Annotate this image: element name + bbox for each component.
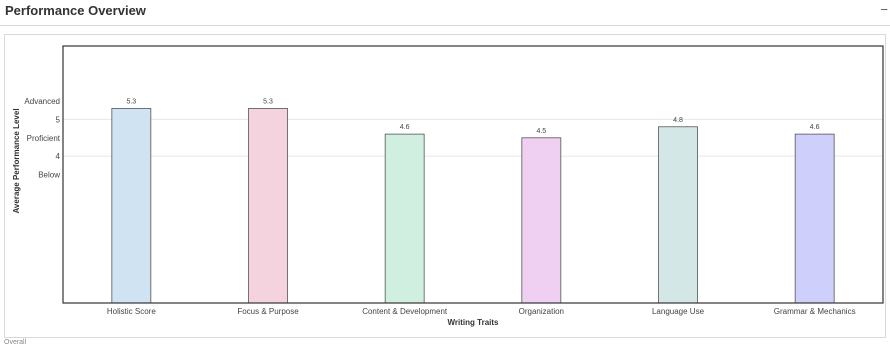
plot-frame — [62, 45, 884, 304]
bar-0 — [111, 108, 152, 304]
y-tick-label-3: 4 — [56, 152, 61, 161]
bar-3 — [521, 137, 562, 304]
y-tick-label-0: Advanced — [24, 97, 60, 106]
x-tick-label-0: Holistic Score — [107, 307, 156, 316]
bar-5 — [794, 133, 835, 304]
collapse-icon[interactable]: − — [880, 2, 888, 17]
bar-4 — [658, 126, 698, 304]
data-label-3: 4.5 — [536, 128, 546, 135]
y-tick-label-4: Below — [38, 171, 60, 180]
x-tick-label-1: Focus & Purpose — [237, 307, 299, 316]
y-tick-label-1: 5 — [56, 115, 61, 124]
performance-bar-chart: Advanced 5 Proficient 4 Below 5.3 Holistic Sco… — [12, 45, 884, 327]
x-tick-label-2: Content & Development — [362, 307, 448, 316]
y-axis-label: Average Performance Level — [12, 108, 21, 213]
chart-panel: Advanced 5 Proficient 4 Below 5.3 Holistic Sco… — [4, 34, 886, 338]
data-label-4: 4.8 — [673, 117, 683, 124]
x-axis-label: Writing Traits — [448, 318, 500, 327]
y-tick-label-2: Proficient — [27, 134, 61, 143]
data-label-2: 4.6 — [400, 124, 410, 131]
panel-header: Performance Overview − — [0, 0, 890, 26]
x-tick-label-5: Grammar & Mechanics — [774, 307, 856, 316]
data-label-5: 4.6 — [810, 124, 820, 131]
data-label-1: 5.3 — [263, 98, 273, 105]
page-title: Performance Overview — [5, 3, 146, 18]
bar-2 — [384, 133, 425, 304]
data-label-0: 5.3 — [126, 98, 136, 105]
x-tick-label-3: Organization — [519, 307, 564, 316]
x-tick-label-4: Language Use — [652, 307, 705, 316]
bar-1 — [248, 108, 288, 304]
